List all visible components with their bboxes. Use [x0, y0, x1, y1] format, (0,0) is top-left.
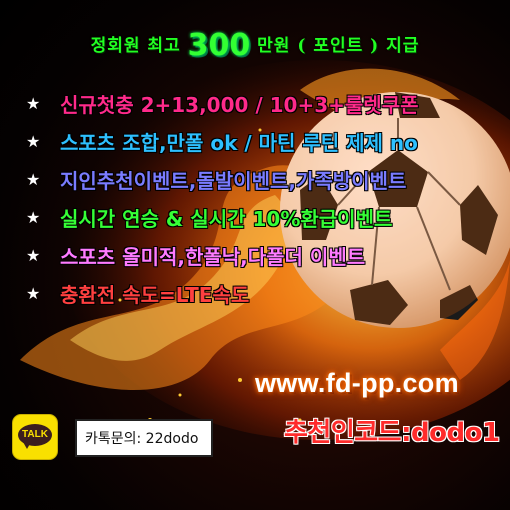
star-icon: ★	[26, 207, 41, 227]
star-icon: ★	[26, 131, 41, 151]
benefit-text: 지인추천이벤트,돌발이벤트,가족방이벤트	[60, 168, 407, 193]
benefit-text: 실시간 연승 & 실시간 10%환급이벤트	[60, 206, 393, 231]
star-icon: ★	[26, 93, 41, 113]
referral-code: 추천인코드:dodo1	[284, 418, 500, 448]
benefit-text: 신규첫충 2+13,000 / 10+3+룰렛쿠폰	[60, 92, 419, 117]
list-item: ★ 충환전 속도=LTE속도	[26, 274, 419, 312]
headline: 정회원 최고 300 만원 ( 포인트 ) 지급	[0, 28, 510, 63]
benefit-text: 스포츠 올미적,한폴낙,다폴더 이벤트	[60, 244, 366, 269]
kakaotalk-icon[interactable]: TALK	[12, 414, 58, 460]
kakao-contact-box: 카톡문의: 22dodo	[75, 419, 213, 457]
headline-prefix: 정회원 최고	[90, 36, 181, 56]
benefit-text: 충환전 속도=LTE속도	[60, 282, 250, 307]
flame-trail-inner	[70, 195, 290, 361]
list-item: ★ 지인추천이벤트,돌발이벤트,가족방이벤트	[26, 160, 419, 198]
benefit-list: ★ 신규첫충 2+13,000 / 10+3+룰렛쿠폰 ★ 스포츠 조합,만폴 …	[26, 84, 419, 312]
chat-bubble-shape	[18, 424, 52, 446]
soccer-ball-icon	[280, 92, 510, 328]
list-item: ★ 신규첫충 2+13,000 / 10+3+룰렛쿠폰	[26, 84, 419, 122]
star-icon: ★	[26, 245, 41, 265]
list-item: ★ 스포츠 조합,만폴 ok / 마틴 루틴 제제 no	[26, 122, 419, 160]
headline-amount: 300	[187, 28, 251, 63]
flame-tongue	[440, 260, 510, 380]
star-icon: ★	[26, 169, 41, 189]
kakaotalk-icon-label: TALK	[22, 429, 48, 440]
kakao-contact-text: 카톡문의: 22dodo	[85, 431, 199, 447]
site-url-link[interactable]: www.fd-pp.com	[255, 368, 459, 398]
benefit-text: 스포츠 조합,만폴 ok / 마틴 루틴 제제 no	[60, 130, 418, 155]
list-item: ★ 실시간 연승 & 실시간 10%환급이벤트	[26, 198, 419, 236]
headline-suffix: 만원 ( 포인트 ) 지급	[257, 36, 420, 56]
chat-bubble-tail	[23, 442, 31, 449]
star-icon: ★	[26, 283, 41, 303]
list-item: ★ 스포츠 올미적,한폴낙,다폴더 이벤트	[26, 236, 419, 274]
